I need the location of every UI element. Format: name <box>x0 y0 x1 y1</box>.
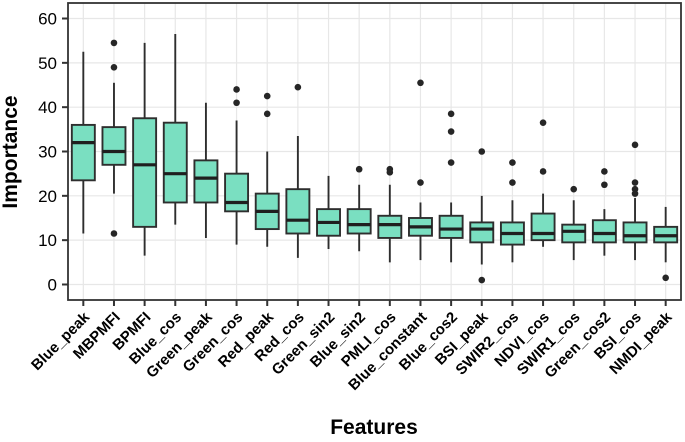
boxplot-boxes <box>70 34 679 265</box>
iqr-box <box>346 208 372 235</box>
outlier-dot <box>447 128 455 135</box>
y-tick-label: 60 <box>38 9 57 28</box>
box-group <box>530 193 556 247</box>
outlier-dot <box>263 110 271 118</box>
outlier-dot <box>355 165 363 173</box>
outlier-dot <box>539 168 547 175</box>
iqr-box <box>70 123 96 182</box>
outlier-dot <box>509 179 516 186</box>
box-group <box>653 206 679 263</box>
outlier-dot <box>631 190 639 197</box>
y-tick-labels: 0 10 20 30 40 50 60 <box>38 9 57 294</box>
outlier-dot <box>601 168 608 175</box>
iqr-box <box>561 223 587 244</box>
outlier-dot <box>417 179 424 186</box>
box-group <box>224 120 250 245</box>
y-tick-label: 50 <box>38 54 57 73</box>
iqr-box <box>469 221 495 244</box>
outlier-dot <box>478 148 486 155</box>
outlier-dot <box>447 110 455 118</box>
box-group <box>591 209 617 256</box>
outlier-dot <box>570 185 578 193</box>
outlier-dot <box>417 79 424 87</box>
outlier-dot <box>509 159 516 166</box>
gridlines <box>68 3 681 300</box>
outlier-dot <box>539 119 547 126</box>
y-tick-label: 20 <box>38 187 57 206</box>
iqr-box <box>377 214 403 239</box>
box-group <box>285 135 311 258</box>
outlier-dot <box>233 99 240 107</box>
box-group <box>70 51 96 234</box>
y-tick-label: 30 <box>38 142 57 161</box>
box-group <box>193 102 219 238</box>
outlier-dot <box>110 63 118 71</box>
outlier-dot <box>631 141 639 149</box>
y-axis-title: Importance <box>0 95 22 208</box>
iqr-box <box>193 159 219 204</box>
iqr-box <box>285 188 311 235</box>
outlier-dot <box>294 83 302 91</box>
box-group <box>132 42 158 256</box>
box-group <box>499 200 525 263</box>
iqr-box <box>162 121 188 204</box>
iqr-box <box>132 117 158 228</box>
box-group <box>162 34 188 225</box>
y-tick-label: 40 <box>38 98 57 117</box>
box-group <box>622 198 648 261</box>
iqr-box <box>438 214 464 239</box>
iqr-box <box>622 221 648 244</box>
x-tick-labels: Blue_peakMBPMFIBPMFIBlue_cosGreen_peakGr… <box>28 308 676 394</box>
box-group <box>438 202 464 263</box>
y-tick-label: 0 <box>48 275 57 294</box>
box-group <box>561 200 587 261</box>
box-group <box>377 184 403 263</box>
outlier-dot <box>601 181 608 189</box>
outlier-dot <box>110 230 118 237</box>
outlier-dot <box>263 92 271 100</box>
x-axis-title: Features <box>330 416 418 439</box>
box-group <box>316 175 341 250</box>
iqr-box <box>530 212 556 242</box>
y-tick-label: 10 <box>38 231 57 250</box>
outlier-dot <box>631 179 639 186</box>
axis-ticks <box>62 17 667 306</box>
outlier-dot <box>662 274 669 282</box>
box-group <box>254 151 280 247</box>
box-group <box>101 82 127 194</box>
outlier-dot <box>110 39 118 47</box>
outlier-points <box>110 39 669 284</box>
box-group <box>469 195 495 265</box>
outlier-dot <box>233 86 240 93</box>
outlier-dot <box>447 159 455 166</box>
iqr-box <box>101 126 127 166</box>
outlier-dot <box>386 169 394 176</box>
iqr-box <box>224 172 250 213</box>
outlier-dot <box>478 276 486 284</box>
box-group <box>346 184 372 252</box>
box-group <box>408 202 433 261</box>
iqr-box <box>591 219 617 244</box>
